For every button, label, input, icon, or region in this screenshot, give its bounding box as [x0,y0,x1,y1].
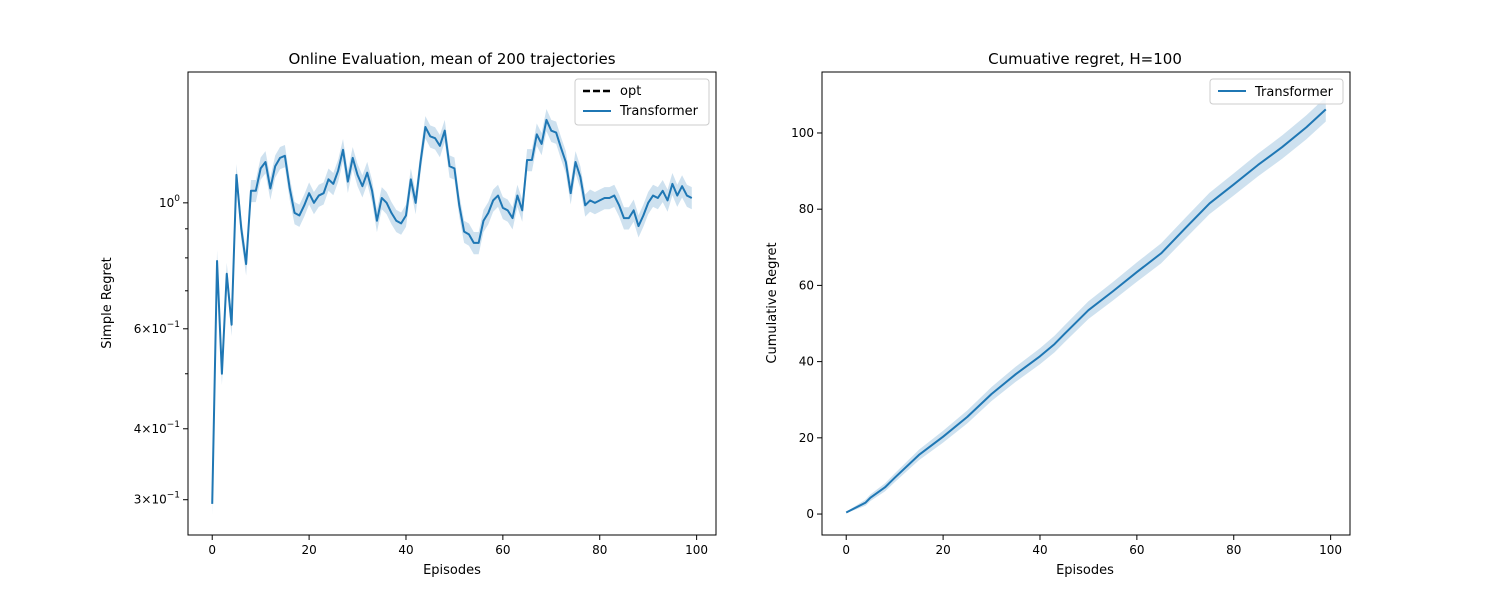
chart1-xtick-label: 60 [495,543,510,557]
chart2-lines [845,108,1327,514]
chart2-ytick-label: 80 [799,202,814,216]
chart1-axes-frame [187,71,717,536]
chart2-xlabel: Episodes [1056,563,1114,578]
chart2-xtick-label: 60 [1129,543,1144,557]
chart1-ytick-label: 3×10−1 [134,491,180,507]
chart2-ytick-label: 40 [799,355,814,369]
simple-regret-chart: Online Evaluation, mean of 200 trajector… [100,50,717,578]
chart1-ticks: 0 20 40 60 80 100 3×10−1 4×10−1 6×10−1 100 [134,194,708,557]
chart2-xtick-label: 40 [1032,543,1047,557]
chart1-legend: opt Transformer [574,78,710,126]
chart2-ytick-label: 0 [806,507,814,521]
chart2-band-polygon [846,97,1326,514]
chart1-xtick-label: 80 [592,543,607,557]
chart1-xtick-label: 20 [301,543,316,557]
chart1-transformer-line [211,118,693,504]
chart1-ylabel: Simple Regret [100,257,115,348]
chart2-ytick-label: 20 [799,431,814,445]
chart1-ytick-label: 4×10−1 [134,420,180,436]
chart2-axes-frame [821,71,1351,536]
chart2-ylabel: Cumulative Regret [765,242,780,363]
chart1-band-polygon [212,109,692,516]
chart1-ytick-label: 6×10−1 [134,320,180,336]
chart2-title: Cumuative regret, H=100 [988,50,1182,68]
chart1-xtick-label: 0 [208,543,216,557]
chart2-xtick-label: 0 [842,543,850,557]
chart2-ytick-label: 60 [799,278,814,292]
chart2-ytick-label: 100 [791,126,814,140]
legend-transformer-label: Transformer [619,104,699,119]
chart1-confidence-band [212,109,692,516]
chart2-xtick-label: 20 [935,543,950,557]
chart2-legend: Transformer [1209,78,1344,105]
chart1-title: Online Evaluation, mean of 200 trajector… [288,50,615,68]
chart2-legend-box [1209,78,1344,105]
legend2-transformer-label: Transformer [1254,85,1334,100]
chart2-confidence-band [846,97,1326,514]
chart1-xlabel: Episodes [423,563,481,578]
chart2-xtick-label: 80 [1226,543,1241,557]
legend-opt-label: opt [620,84,641,99]
chart2-ticks: 0 20 40 60 80 100 0 20 40 60 80 100 [791,126,1342,557]
chart1-lines [211,118,693,504]
chart1-xtick-label: 100 [685,543,708,557]
chart1-xtick-label: 40 [398,543,413,557]
cumulative-regret-chart: Cumuative regret, H=100 Episodes Cumulat… [765,50,1351,578]
chart2-transformer-line [845,108,1327,514]
chart2-xtick-label: 100 [1319,543,1342,557]
chart1-ytick-label: 100 [159,194,180,210]
